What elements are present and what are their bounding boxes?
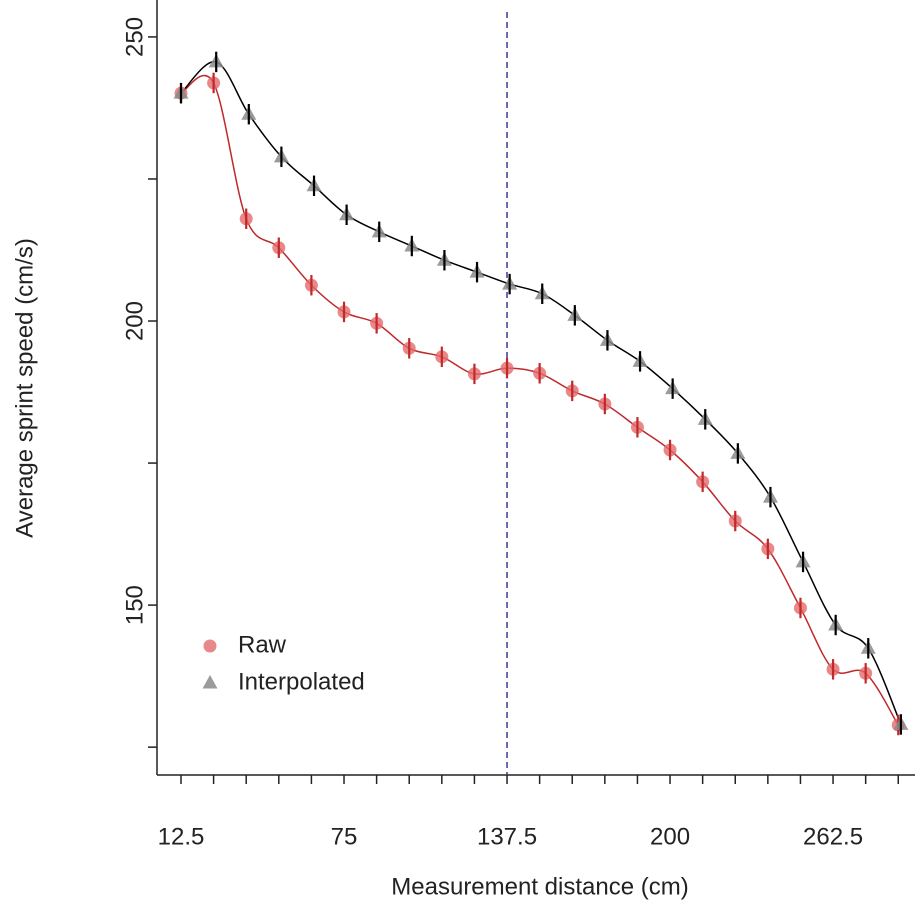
- y-tick-label: 200: [121, 301, 148, 341]
- fit-line: [180, 61, 902, 725]
- point: [202, 675, 218, 689]
- x-tick-label: 262.5: [803, 823, 863, 850]
- legend-label: Raw: [238, 631, 287, 658]
- fit-line: [180, 74, 899, 726]
- x-tick-label: 12.5: [158, 823, 205, 850]
- y-tick-label: 150: [121, 585, 148, 625]
- x-tick-label: 137.5: [477, 823, 537, 850]
- legend-label: Interpolated: [238, 668, 365, 695]
- y-axis-title: Average sprint speed (cm/s): [11, 238, 38, 538]
- y-tick-label: 250: [121, 17, 148, 57]
- x-tick-label: 75: [331, 823, 358, 850]
- x-tick-label: 200: [650, 823, 690, 850]
- x-axis-title: Measurement distance (cm): [391, 873, 688, 900]
- point: [203, 639, 217, 653]
